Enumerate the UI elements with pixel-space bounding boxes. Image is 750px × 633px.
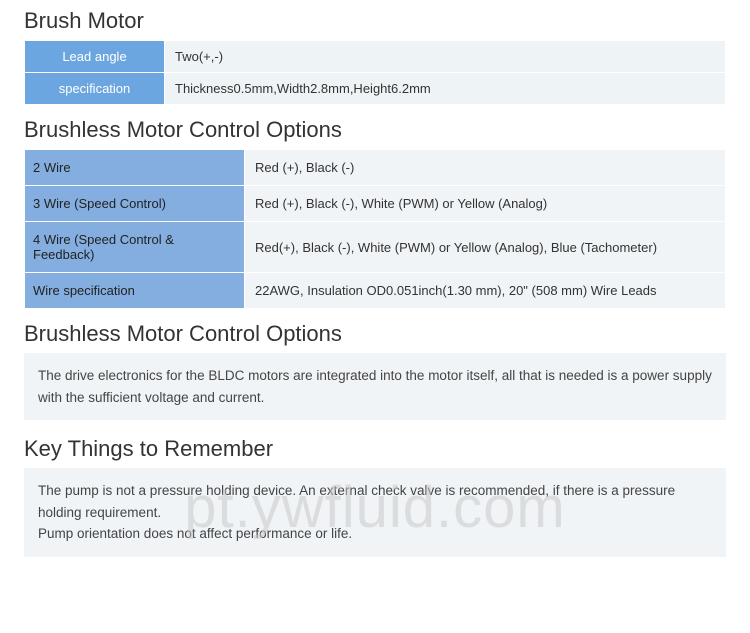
section-title-brushless-note: Brushless Motor Control Options [0,313,750,353]
cell-label: specification [25,73,165,105]
key-things-text1: The pump is not a pressure holding devic… [38,480,712,523]
cell-value: 22AWG, Insulation OD0.051inch(1.30 mm), … [245,273,726,309]
cell-value: Thickness0.5mm,Width2.8mm,Height6.2mm [165,73,726,105]
cell-value: Red(+), Black (-), White (PWM) or Yellow… [245,222,726,273]
cell-value: Two(+,-) [165,41,726,73]
brushless-note-box: The drive electronics for the BLDC motor… [24,353,726,420]
key-things-text2: Pump orientation does not affect perform… [38,523,712,545]
table-row: 4 Wire (Speed Control & Feedback) Red(+)… [25,222,726,273]
table-row: 2 Wire Red (+), Black (-) [25,150,726,186]
cell-label: 3 Wire (Speed Control) [25,186,245,222]
section-title-brush-motor: Brush Motor [0,0,750,40]
cell-label: Lead angle [25,41,165,73]
table-row: Wire specification 22AWG, Insulation OD0… [25,273,726,309]
cell-value: Red (+), Black (-), White (PWM) or Yello… [245,186,726,222]
brush-motor-table: Lead angle Two(+,-) specification Thickn… [24,40,726,105]
cell-label: 4 Wire (Speed Control & Feedback) [25,222,245,273]
cell-label: Wire specification [25,273,245,309]
cell-label: 2 Wire [25,150,245,186]
table-row: 3 Wire (Speed Control) Red (+), Black (-… [25,186,726,222]
key-things-box: The pump is not a pressure holding devic… [24,468,726,557]
section-title-brushless-options: Brushless Motor Control Options [0,109,750,149]
cell-value: Red (+), Black (-) [245,150,726,186]
table-row: specification Thickness0.5mm,Width2.8mm,… [25,73,726,105]
table-row: Lead angle Two(+,-) [25,41,726,73]
section-title-key-things: Key Things to Remember [0,428,750,468]
brushless-options-table: 2 Wire Red (+), Black (-) 3 Wire (Speed … [24,149,726,309]
